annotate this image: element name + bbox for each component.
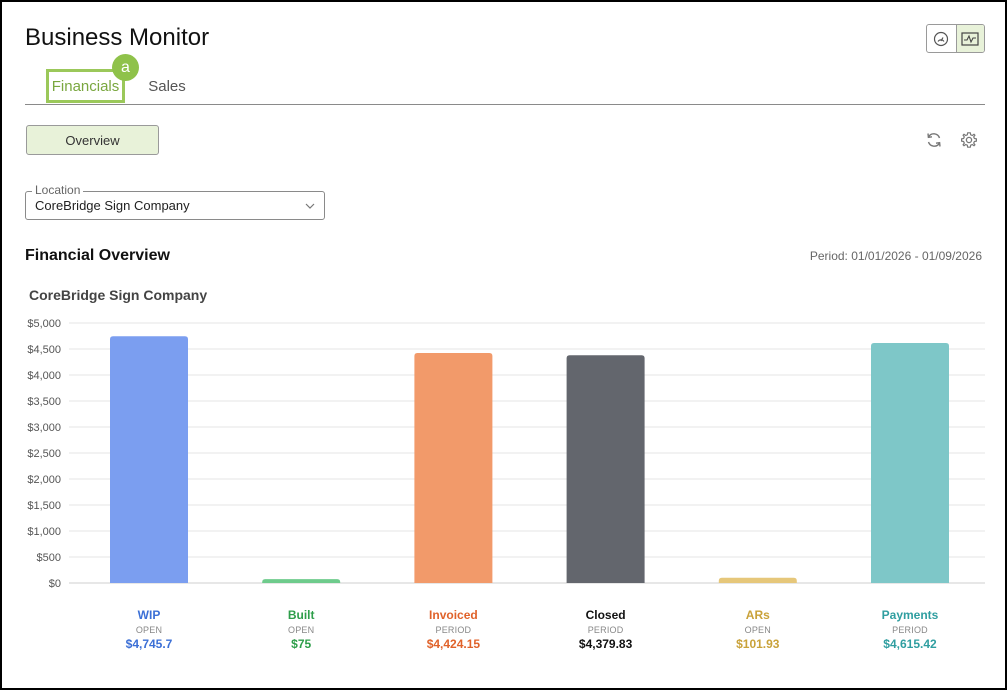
refresh-icon bbox=[927, 133, 941, 147]
callout-badge: a bbox=[112, 54, 139, 81]
dashboard-view-button[interactable] bbox=[927, 25, 956, 52]
stat-name: Invoiced bbox=[429, 608, 478, 622]
stat-wip: WIP OPEN $4,745.7 bbox=[89, 608, 209, 651]
section-title: Financial Overview bbox=[25, 247, 170, 264]
stat-type: OPEN bbox=[135, 625, 163, 635]
stat-value: $4,615.42 bbox=[883, 637, 937, 651]
stat-value: $101.93 bbox=[736, 637, 780, 651]
chevron-down-icon bbox=[305, 203, 315, 209]
stat-name: WIP bbox=[137, 608, 161, 622]
view-toggle bbox=[926, 24, 985, 53]
stat-type: PERIOD bbox=[587, 625, 624, 635]
settings-button[interactable] bbox=[959, 130, 979, 150]
y-tick-label: $2,500 bbox=[27, 448, 61, 460]
stat-closed: Closed PERIOD $4,379.83 bbox=[546, 608, 666, 651]
stat-type: PERIOD bbox=[892, 625, 928, 635]
overview-button[interactable]: Overview bbox=[26, 125, 159, 155]
y-tick-label: $3,500 bbox=[27, 396, 61, 408]
stat-value: $75 bbox=[291, 637, 312, 651]
pulse-chart-icon bbox=[961, 31, 979, 46]
stat-name: Payments bbox=[881, 608, 939, 622]
page-title: Business Monitor bbox=[25, 24, 210, 51]
location-value: CoreBridge Sign Company bbox=[35, 198, 190, 213]
stats-row: WIP OPEN $4,745.7 Built OPEN $75 Invoiced PERIO… bbox=[2, 608, 1007, 658]
bar-ars[interactable] bbox=[718, 577, 797, 583]
stat-ars: ARs OPEN $101.93 bbox=[698, 608, 818, 651]
y-tick-label: $0 bbox=[49, 578, 61, 590]
bar-invoiced[interactable] bbox=[414, 352, 493, 583]
bar-chart: $0 $500 $1,000 $1,500 $2,000 $2,500 $3,000 $3,5… bbox=[27, 318, 985, 590]
chart-title: CoreBridge Sign Company bbox=[29, 287, 208, 303]
y-tick-label: $1,000 bbox=[27, 526, 61, 538]
y-tick-label: $3,000 bbox=[27, 422, 61, 434]
location-select[interactable]: Location CoreBridge Sign Company bbox=[25, 183, 325, 220]
stat-type: OPEN bbox=[288, 625, 315, 635]
stat-value: $4,379.83 bbox=[578, 637, 633, 651]
stat-type: PERIOD bbox=[435, 625, 472, 635]
bar-wip[interactable] bbox=[110, 336, 188, 583]
tab-sales[interactable]: Sales bbox=[148, 77, 186, 95]
location-label: Location bbox=[32, 183, 84, 197]
y-tick-label: $5,000 bbox=[27, 318, 61, 330]
y-tick-label: $1,500 bbox=[27, 500, 61, 512]
y-tick-label: $4,500 bbox=[27, 344, 61, 356]
gauge-icon bbox=[934, 31, 949, 46]
bar-payments[interactable] bbox=[871, 342, 949, 583]
stat-built: Built OPEN $75 bbox=[241, 608, 361, 651]
stat-value: $4,745.7 bbox=[125, 637, 173, 651]
stat-type: OPEN bbox=[744, 625, 771, 635]
stat-value: $4,424.15 bbox=[426, 637, 481, 651]
stat-invoiced: Invoiced PERIOD $4,424.15 bbox=[393, 608, 513, 651]
stat-name: ARs bbox=[745, 608, 770, 622]
stat-name: Closed bbox=[585, 608, 626, 622]
period-label: Period: 01/01/2026 - 01/09/2026 bbox=[809, 249, 982, 263]
y-tick-label: $2,000 bbox=[27, 474, 61, 486]
y-tick-label: $4,000 bbox=[27, 370, 61, 382]
tab-bar: Financials Sales bbox=[25, 69, 985, 105]
bar-built[interactable] bbox=[262, 579, 341, 583]
stat-payments: Payments PERIOD $4,615.42 bbox=[850, 608, 970, 651]
refresh-button[interactable] bbox=[924, 130, 944, 150]
monitor-view-button[interactable] bbox=[955, 25, 984, 52]
stat-name: Built bbox=[287, 608, 315, 622]
tab-financials[interactable]: Financials bbox=[46, 69, 125, 103]
gear-icon bbox=[961, 132, 977, 148]
bar-closed[interactable] bbox=[566, 355, 645, 583]
y-tick-label: $500 bbox=[37, 552, 61, 564]
